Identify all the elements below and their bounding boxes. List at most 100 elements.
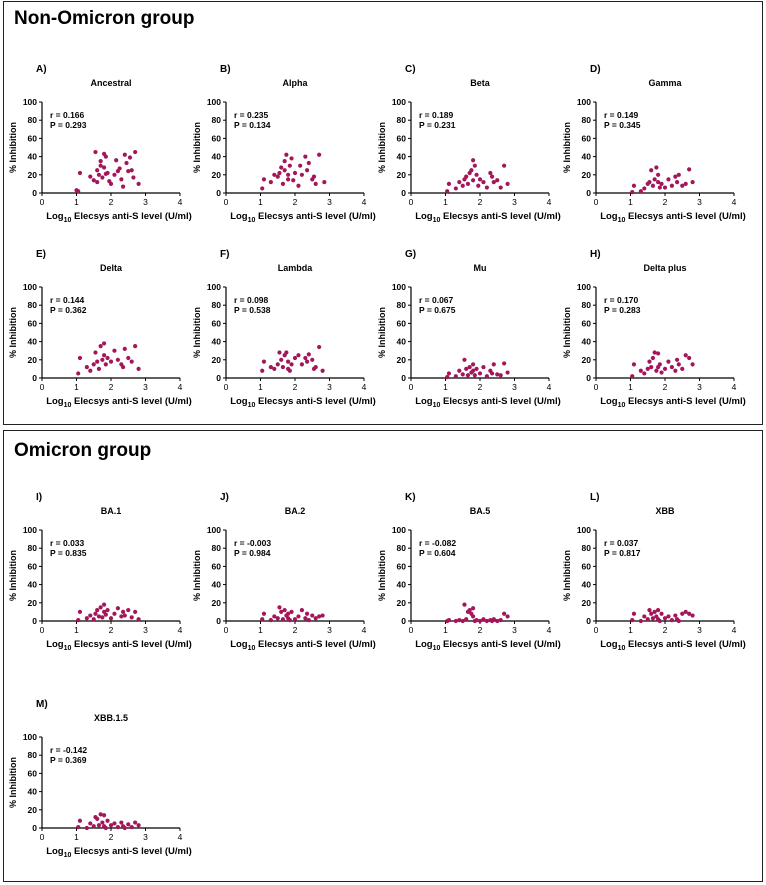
data-point [272,366,277,371]
x-tick-label: 0 [594,382,599,392]
y-tick-label: 100 [392,525,406,535]
x-tick-label: 2 [293,625,298,635]
x-axis-label-subscript: 10 [618,217,626,224]
data-point [662,366,668,371]
x-tick-label: 2 [109,832,114,842]
x-tick-label: 0 [40,382,45,392]
data-point [284,350,289,355]
data-point [93,611,98,616]
data-point [95,816,100,822]
data-point [133,344,138,349]
data-point [680,183,685,188]
data-point [310,613,315,618]
panel-letter: H) [590,249,601,260]
data-point [474,366,479,371]
x-axis-label-suffix: Elecsys anti-S level (U/ml) [255,211,375,222]
y-tick-label: 20 [397,598,407,608]
y-tick-label: 0 [32,373,37,383]
panel-title: Gamma [648,78,682,88]
y-tick-label: 40 [582,580,592,590]
data-point [652,609,657,615]
data-point [95,168,100,173]
x-tick-label: 1 [258,197,263,207]
scatter-panel-mu: G) Mu 0 20 40 60 80 100 0 1 2 3 4 % Inhibition Log10 E… [377,249,561,409]
data-point [88,368,93,373]
correlation-p: P = 0.134 [234,120,271,130]
x-axis-label-subscript: 10 [64,645,72,652]
data-point [676,618,681,624]
y-tick-label: 60 [28,768,38,778]
x-axis-label-suffix: Elecsys anti-S level (U/ml) [625,639,745,650]
data-point [322,179,327,185]
x-axis-label-prefix: Log [46,846,64,857]
data-point [268,364,273,370]
panel-title: XBB.1.5 [94,713,128,723]
y-axis-label: % Inhibition [377,122,387,173]
x-axis-label-subscript: 10 [64,852,72,859]
data-point [100,820,105,825]
data-point [657,618,662,624]
data-point [91,824,96,829]
data-point [474,172,479,177]
y-tick-label: 0 [586,373,591,383]
y-axis-label: % Inhibition [192,550,202,601]
y-axis-label: % Inhibition [8,757,18,808]
x-tick-label: 0 [594,625,599,635]
data-point [102,602,107,607]
y-tick-label: 20 [28,805,38,815]
y-tick-label: 0 [401,616,406,626]
data-point [136,181,141,186]
panel-title: Delta [100,263,123,273]
data-point [131,175,136,180]
data-point [120,609,126,615]
data-point [674,179,680,185]
data-point [495,372,500,377]
x-tick-label: 0 [40,197,45,207]
x-tick-label: 4 [178,625,183,635]
data-point [659,611,664,616]
data-point [320,613,325,618]
y-tick-label: 80 [28,750,38,760]
data-point [498,185,503,190]
data-point [683,181,688,186]
x-axis-label: Log10 Elecsys anti-S level (U/ml) [415,396,561,409]
data-point [77,818,83,823]
x-tick-label: 1 [74,382,79,392]
data-point [502,611,507,616]
data-point [292,617,298,622]
data-point [105,355,110,361]
data-point [88,613,93,618]
data-point [310,357,315,362]
panel-letter: B) [220,64,231,75]
y-axis-label: % Inhibition [562,122,572,173]
data-point [280,364,286,370]
y-tick-label: 0 [32,188,37,198]
data-point [119,177,124,182]
y-tick-label: 80 [212,543,222,553]
data-point [286,359,291,364]
y-tick-label: 100 [23,732,37,742]
data-point [102,813,107,818]
panel-letter: L) [590,492,599,503]
data-point [462,357,467,362]
data-point [129,824,134,830]
x-axis-label-prefix: Log [230,211,248,222]
data-point [662,185,668,190]
y-tick-label: 0 [216,373,221,383]
data-point [477,177,483,182]
y-tick-label: 0 [216,616,221,626]
data-point [630,617,635,623]
data-point [96,172,102,177]
data-point [317,152,322,157]
data-point [76,824,81,830]
data-point [320,368,325,373]
data-point [96,366,102,371]
data-point [126,607,131,613]
x-tick-label: 4 [732,382,737,392]
x-tick-label: 2 [663,382,668,392]
data-point [446,181,452,186]
data-point [446,617,452,623]
data-point [108,181,114,186]
data-point [666,177,671,182]
x-tick-label: 3 [143,832,148,842]
